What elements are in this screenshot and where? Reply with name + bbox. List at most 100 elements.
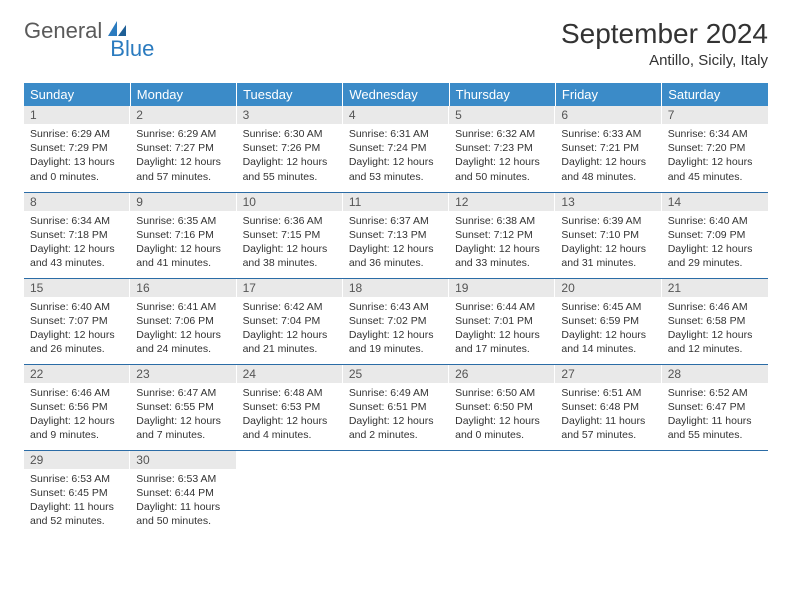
calendar-day-cell	[449, 450, 555, 536]
day-number: 28	[662, 365, 768, 383]
day-details: Sunrise: 6:53 AMSunset: 6:45 PMDaylight:…	[24, 469, 130, 535]
day-details: Sunrise: 6:33 AMSunset: 7:21 PMDaylight:…	[555, 124, 661, 190]
calendar-day-cell: 7Sunrise: 6:34 AMSunset: 7:20 PMDaylight…	[662, 106, 768, 192]
day-number: 16	[130, 279, 236, 297]
day-details: Sunrise: 6:52 AMSunset: 6:47 PMDaylight:…	[662, 383, 768, 449]
calendar-week-row: 1Sunrise: 6:29 AMSunset: 7:29 PMDaylight…	[24, 106, 768, 192]
day-number: 7	[662, 106, 768, 124]
logo-word-blue: Blue	[110, 36, 154, 62]
day-details: Sunrise: 6:41 AMSunset: 7:06 PMDaylight:…	[130, 297, 236, 363]
day-details: Sunrise: 6:36 AMSunset: 7:15 PMDaylight:…	[237, 211, 343, 277]
day-details: Sunrise: 6:53 AMSunset: 6:44 PMDaylight:…	[130, 469, 236, 535]
calendar-day-cell: 4Sunrise: 6:31 AMSunset: 7:24 PMDaylight…	[343, 106, 449, 192]
day-details: Sunrise: 6:49 AMSunset: 6:51 PMDaylight:…	[343, 383, 449, 449]
day-details: Sunrise: 6:37 AMSunset: 7:13 PMDaylight:…	[343, 211, 449, 277]
day-number: 15	[24, 279, 130, 297]
day-number: 27	[555, 365, 661, 383]
weekday-header: Monday	[130, 83, 236, 106]
weekday-header: Wednesday	[343, 83, 449, 106]
day-details: Sunrise: 6:40 AMSunset: 7:09 PMDaylight:…	[662, 211, 768, 277]
calendar-day-cell: 26Sunrise: 6:50 AMSunset: 6:50 PMDayligh…	[449, 364, 555, 450]
weekday-header-row: Sunday Monday Tuesday Wednesday Thursday…	[24, 83, 768, 106]
day-number: 18	[343, 279, 449, 297]
day-number: 29	[24, 451, 130, 469]
day-number: 1	[24, 106, 130, 124]
calendar-day-cell: 5Sunrise: 6:32 AMSunset: 7:23 PMDaylight…	[449, 106, 555, 192]
day-number: 12	[449, 193, 555, 211]
calendar-day-cell	[555, 450, 661, 536]
calendar-day-cell: 25Sunrise: 6:49 AMSunset: 6:51 PMDayligh…	[343, 364, 449, 450]
calendar-day-cell	[343, 450, 449, 536]
weekday-header: Saturday	[662, 83, 768, 106]
day-details: Sunrise: 6:42 AMSunset: 7:04 PMDaylight:…	[237, 297, 343, 363]
calendar-day-cell: 10Sunrise: 6:36 AMSunset: 7:15 PMDayligh…	[237, 192, 343, 278]
calendar-day-cell: 14Sunrise: 6:40 AMSunset: 7:09 PMDayligh…	[662, 192, 768, 278]
calendar-day-cell	[237, 450, 343, 536]
day-number: 5	[449, 106, 555, 124]
day-details: Sunrise: 6:34 AMSunset: 7:18 PMDaylight:…	[24, 211, 130, 277]
day-number: 25	[343, 365, 449, 383]
calendar-day-cell: 15Sunrise: 6:40 AMSunset: 7:07 PMDayligh…	[24, 278, 130, 364]
day-details: Sunrise: 6:35 AMSunset: 7:16 PMDaylight:…	[130, 211, 236, 277]
calendar-day-cell	[662, 450, 768, 536]
day-number: 2	[130, 106, 236, 124]
calendar-day-cell: 21Sunrise: 6:46 AMSunset: 6:58 PMDayligh…	[662, 278, 768, 364]
calendar-day-cell: 2Sunrise: 6:29 AMSunset: 7:27 PMDaylight…	[130, 106, 236, 192]
day-details: Sunrise: 6:38 AMSunset: 7:12 PMDaylight:…	[449, 211, 555, 277]
calendar-week-row: 29Sunrise: 6:53 AMSunset: 6:45 PMDayligh…	[24, 450, 768, 536]
day-number: 20	[555, 279, 661, 297]
month-title: September 2024	[561, 18, 768, 50]
calendar-day-cell: 28Sunrise: 6:52 AMSunset: 6:47 PMDayligh…	[662, 364, 768, 450]
location-text: Antillo, Sicily, Italy	[561, 52, 768, 69]
day-details: Sunrise: 6:45 AMSunset: 6:59 PMDaylight:…	[555, 297, 661, 363]
weekday-header: Thursday	[449, 83, 555, 106]
day-details: Sunrise: 6:40 AMSunset: 7:07 PMDaylight:…	[24, 297, 130, 363]
day-details: Sunrise: 6:46 AMSunset: 6:56 PMDaylight:…	[24, 383, 130, 449]
calendar-week-row: 8Sunrise: 6:34 AMSunset: 7:18 PMDaylight…	[24, 192, 768, 278]
day-number: 6	[555, 106, 661, 124]
calendar-day-cell: 20Sunrise: 6:45 AMSunset: 6:59 PMDayligh…	[555, 278, 661, 364]
calendar-day-cell: 19Sunrise: 6:44 AMSunset: 7:01 PMDayligh…	[449, 278, 555, 364]
title-block: September 2024 Antillo, Sicily, Italy	[561, 18, 768, 69]
day-details: Sunrise: 6:48 AMSunset: 6:53 PMDaylight:…	[237, 383, 343, 449]
day-details: Sunrise: 6:46 AMSunset: 6:58 PMDaylight:…	[662, 297, 768, 363]
day-number: 19	[449, 279, 555, 297]
calendar-day-cell: 30Sunrise: 6:53 AMSunset: 6:44 PMDayligh…	[130, 450, 236, 536]
day-number: 3	[237, 106, 343, 124]
header: General Blue September 2024 Antillo, Sic…	[24, 18, 768, 69]
calendar-week-row: 22Sunrise: 6:46 AMSunset: 6:56 PMDayligh…	[24, 364, 768, 450]
day-number: 9	[130, 193, 236, 211]
calendar-day-cell: 16Sunrise: 6:41 AMSunset: 7:06 PMDayligh…	[130, 278, 236, 364]
day-number: 21	[662, 279, 768, 297]
day-number: 8	[24, 193, 130, 211]
calendar-day-cell: 17Sunrise: 6:42 AMSunset: 7:04 PMDayligh…	[237, 278, 343, 364]
day-number: 24	[237, 365, 343, 383]
logo-word-general: General	[24, 18, 102, 44]
day-number: 30	[130, 451, 236, 469]
day-details: Sunrise: 6:43 AMSunset: 7:02 PMDaylight:…	[343, 297, 449, 363]
calendar-day-cell: 8Sunrise: 6:34 AMSunset: 7:18 PMDaylight…	[24, 192, 130, 278]
day-details: Sunrise: 6:34 AMSunset: 7:20 PMDaylight:…	[662, 124, 768, 190]
calendar-day-cell: 27Sunrise: 6:51 AMSunset: 6:48 PMDayligh…	[555, 364, 661, 450]
day-number: 26	[449, 365, 555, 383]
day-number: 13	[555, 193, 661, 211]
weekday-header: Tuesday	[237, 83, 343, 106]
day-number: 10	[237, 193, 343, 211]
calendar-day-cell: 9Sunrise: 6:35 AMSunset: 7:16 PMDaylight…	[130, 192, 236, 278]
logo: General Blue	[24, 18, 154, 44]
day-number: 22	[24, 365, 130, 383]
calendar-table: Sunday Monday Tuesday Wednesday Thursday…	[24, 83, 768, 536]
day-details: Sunrise: 6:47 AMSunset: 6:55 PMDaylight:…	[130, 383, 236, 449]
weekday-header: Sunday	[24, 83, 130, 106]
day-details: Sunrise: 6:29 AMSunset: 7:27 PMDaylight:…	[130, 124, 236, 190]
day-number: 4	[343, 106, 449, 124]
day-details: Sunrise: 6:30 AMSunset: 7:26 PMDaylight:…	[237, 124, 343, 190]
calendar-day-cell: 11Sunrise: 6:37 AMSunset: 7:13 PMDayligh…	[343, 192, 449, 278]
calendar-day-cell: 12Sunrise: 6:38 AMSunset: 7:12 PMDayligh…	[449, 192, 555, 278]
day-details: Sunrise: 6:32 AMSunset: 7:23 PMDaylight:…	[449, 124, 555, 190]
day-details: Sunrise: 6:44 AMSunset: 7:01 PMDaylight:…	[449, 297, 555, 363]
weekday-header: Friday	[555, 83, 661, 106]
day-details: Sunrise: 6:29 AMSunset: 7:29 PMDaylight:…	[24, 124, 130, 190]
calendar-day-cell: 1Sunrise: 6:29 AMSunset: 7:29 PMDaylight…	[24, 106, 130, 192]
day-number: 17	[237, 279, 343, 297]
